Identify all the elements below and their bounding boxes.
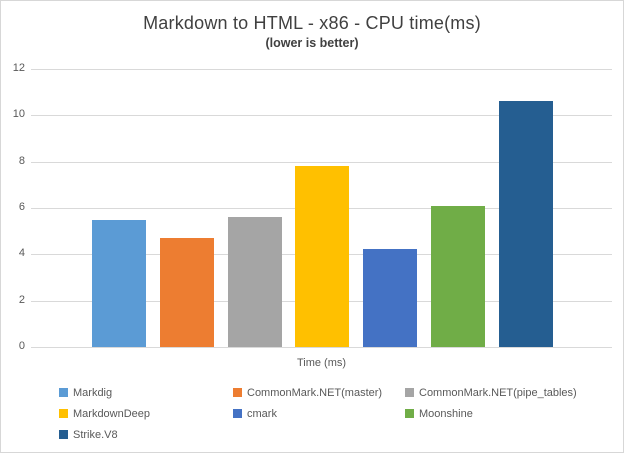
- legend-marker: [405, 388, 414, 397]
- legend-marker: [233, 409, 242, 418]
- legend-label: Strike.V8: [73, 428, 118, 441]
- legend-item: Strike.V8: [59, 427, 118, 442]
- chart-legend: Markdig CommonMark.NET(master) CommonMark.…: [59, 385, 619, 451]
- bar-moonshine: [431, 205, 486, 347]
- chart-subtitle: (lower is better): [265, 36, 359, 50]
- legend-item: CommonMark.NET(master): [233, 385, 382, 400]
- bar-cmark: [363, 248, 418, 347]
- y-tick-label: 0: [18, 340, 25, 352]
- y-tick-label: 4: [18, 247, 25, 260]
- legend-label: Moonshine: [419, 407, 473, 420]
- y-tick-label: 12: [12, 62, 25, 74]
- chart-title: Markdown to HTML - x86 - CPU time(ms): [143, 13, 481, 33]
- legend-item: MarkdownDeep: [59, 406, 150, 421]
- legend-label: CommonMark.NET(master): [247, 386, 383, 399]
- legend-marker: [405, 409, 414, 418]
- bar-commonmark-net-master-: [159, 238, 214, 347]
- plot-area: [31, 69, 612, 348]
- x-axis-label: Time (ms): [296, 357, 347, 369]
- gridline: [31, 115, 612, 117]
- legend-label: Markdig: [73, 386, 113, 399]
- legend-label: MarkdownDeep: [73, 407, 151, 420]
- legend-label: CommonMark.NET(pipe_tables): [419, 386, 577, 399]
- y-tick-label: 2: [18, 293, 25, 306]
- legend-item: CommonMark.NET(pipe_tables): [405, 385, 577, 400]
- legend-item: cmark: [233, 406, 277, 421]
- legend-marker: [59, 430, 68, 439]
- gridline: [31, 69, 612, 70]
- gridline: [31, 161, 612, 163]
- y-tick-label: 8: [18, 154, 25, 167]
- legend-label: cmark: [247, 407, 277, 420]
- legend-marker: [233, 388, 242, 397]
- legend-marker: [59, 409, 68, 418]
- bar-markdowndeep: [295, 166, 350, 347]
- legend-item: Moonshine: [405, 406, 473, 421]
- y-tick-label: 10: [12, 108, 25, 121]
- legend-marker: [59, 388, 68, 397]
- bar-markdig: [92, 219, 146, 347]
- legend-item: Markdig: [59, 385, 112, 400]
- bar-commonmark-net-pipe-tables-: [227, 217, 282, 347]
- y-tick-label: 6: [18, 201, 25, 213]
- gridline: [31, 347, 612, 348]
- bar-strike-v8: [498, 101, 553, 347]
